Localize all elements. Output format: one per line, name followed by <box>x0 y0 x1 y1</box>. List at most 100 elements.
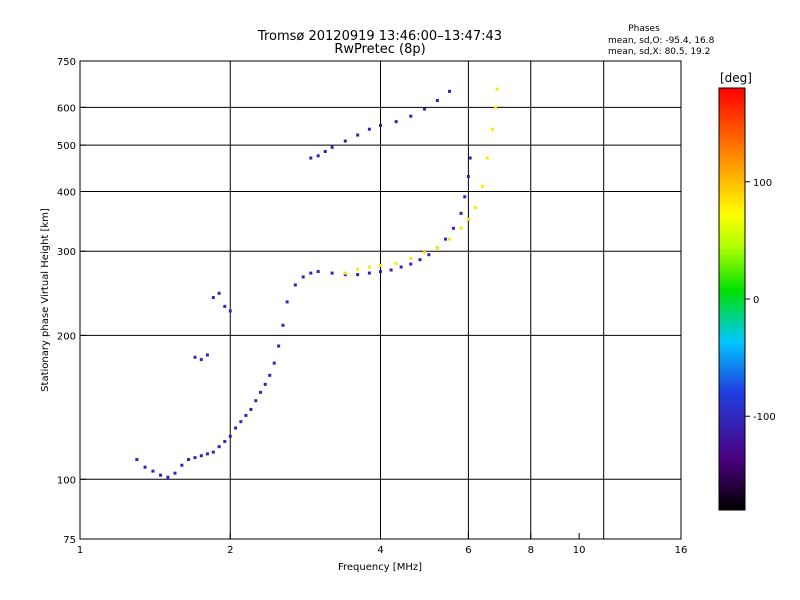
data-point <box>444 237 448 241</box>
x-tick-label: 6 <box>465 545 471 556</box>
data-point <box>367 271 371 275</box>
data-point <box>323 149 327 153</box>
data-point <box>379 270 382 274</box>
data-point <box>480 184 484 188</box>
y-tick-label: 400 <box>57 187 76 198</box>
data-point <box>330 145 334 149</box>
phase-colorbar <box>718 87 746 511</box>
data-point <box>466 217 470 221</box>
x-tick-label: 8 <box>528 545 534 556</box>
gridlines <box>80 61 681 539</box>
data-point <box>485 156 489 160</box>
colorbar-tick-label: 100 <box>753 178 772 189</box>
data-point <box>193 456 197 460</box>
y-axis-ticks: 75 100 200 300 400 500 600 750 <box>57 57 86 546</box>
data-point <box>343 271 347 275</box>
y-tick-label: 300 <box>57 247 76 258</box>
data-point <box>259 390 263 394</box>
data-point <box>254 399 258 403</box>
data-point <box>468 156 472 160</box>
x-axis-ticks: 1 2 4 6 8 10 16 <box>77 533 687 556</box>
data-point <box>356 133 360 137</box>
data-point <box>427 253 431 257</box>
x-tick-label: 10 <box>573 545 586 556</box>
y-tick-label: 500 <box>57 141 76 152</box>
data-point <box>409 262 413 266</box>
data-point <box>466 174 470 178</box>
data-point <box>409 114 413 118</box>
data-point <box>330 271 334 275</box>
data-point <box>173 471 177 475</box>
data-point <box>343 139 347 143</box>
data-point <box>367 265 371 269</box>
data-point <box>263 382 267 386</box>
data-point <box>293 283 297 287</box>
y-tick-label: 100 <box>57 475 76 486</box>
data-point <box>343 273 347 277</box>
colorbar-ticks: 100 0 -100 <box>745 178 776 423</box>
data-point <box>180 463 184 467</box>
data-point <box>394 261 398 265</box>
data-point <box>199 358 203 362</box>
colorbar-tick-label: 0 <box>753 295 759 306</box>
y-tick-label: 200 <box>57 331 76 342</box>
x-tick-label: 2 <box>227 545 233 556</box>
data-point <box>217 291 221 295</box>
y-axis-label: Stationary phase Virtual Height [km] <box>40 208 51 392</box>
data-point <box>277 344 281 348</box>
data-point <box>234 426 238 430</box>
data-point <box>309 156 313 160</box>
data-point <box>495 87 499 91</box>
phase-stats-title: Phases <box>628 24 660 34</box>
data-point <box>228 434 232 438</box>
data-point <box>394 120 398 124</box>
data-point <box>409 256 413 260</box>
data-point <box>249 407 253 411</box>
data-point <box>448 237 452 241</box>
data-point <box>418 258 422 262</box>
colorbar-tick-label: -100 <box>753 412 776 423</box>
chart-title-line2: RwPretec (8p) <box>334 42 425 57</box>
data-point <box>389 268 393 272</box>
data-point <box>473 206 477 210</box>
data-point <box>309 271 313 275</box>
data-point <box>223 439 227 443</box>
data-point <box>268 373 272 377</box>
data-point <box>463 195 467 199</box>
data-point <box>494 105 498 109</box>
chart-title-line1: Tromsø 20120919 13:46:00–13:47:43 <box>257 29 502 44</box>
data-point <box>422 107 426 111</box>
data-point <box>244 413 248 417</box>
data-point <box>451 226 455 230</box>
data-point <box>367 127 371 131</box>
data-point <box>399 265 403 269</box>
data-point <box>356 267 360 271</box>
data-point <box>223 304 227 308</box>
x-tick-label: 1 <box>77 545 83 556</box>
y-tick-label: 750 <box>57 57 76 68</box>
data-point <box>217 445 221 449</box>
data-point <box>285 300 289 304</box>
y-tick-label: 600 <box>57 103 76 114</box>
data-point <box>301 275 305 279</box>
data-point <box>205 452 209 456</box>
data-point <box>448 89 452 93</box>
data-point <box>272 361 276 365</box>
data-point <box>159 473 163 477</box>
data-point <box>281 323 285 327</box>
data-point <box>239 420 243 424</box>
data-point <box>187 457 191 461</box>
colorbar-label: [deg] <box>720 71 752 85</box>
data-point <box>459 211 463 215</box>
data-points <box>135 87 499 479</box>
data-point <box>379 264 382 268</box>
phase-stats-x: mean, sd,X: 80.5, 19.2 <box>608 47 710 57</box>
data-point <box>135 457 139 461</box>
phase-stats-o: mean, sd,O: -95.4, 16.8 <box>608 36 715 46</box>
data-point <box>379 123 382 127</box>
data-point <box>435 246 439 250</box>
data-point <box>166 475 170 479</box>
data-point <box>193 355 197 359</box>
data-point <box>490 127 494 131</box>
